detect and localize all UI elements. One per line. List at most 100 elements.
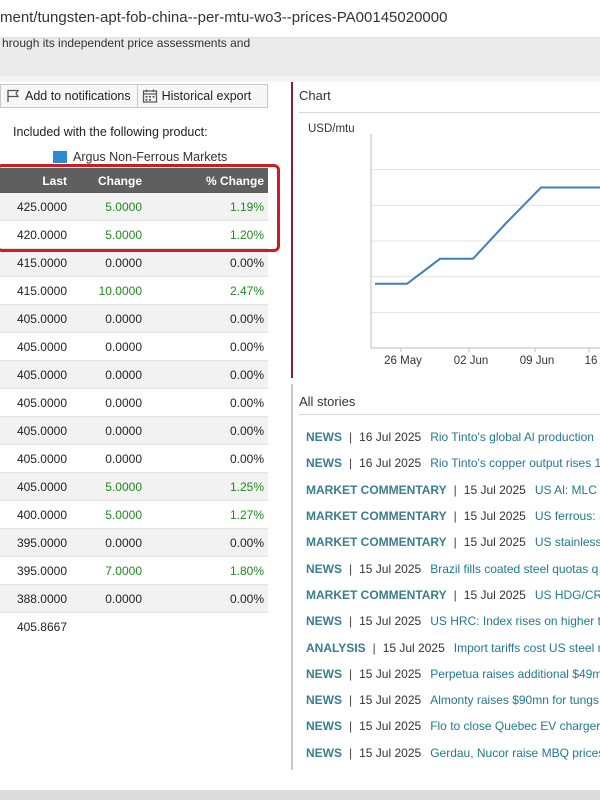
url-text[interactable]: ment/tungsten-apt-fob-china--per-mtu-wo3…: [0, 9, 448, 26]
flag-icon: [7, 89, 20, 102]
table-row[interactable]: 415.0000 10.0000 2.47%: [0, 277, 268, 305]
story-type[interactable]: NEWS: [306, 666, 342, 681]
story-date: 15 Jul 2025: [463, 535, 526, 550]
product-link[interactable]: Argus Non-Ferrous Markets: [53, 150, 227, 164]
taskbar-strip: [0, 790, 600, 800]
cell-pct-change: 1.80%: [229, 563, 264, 578]
story-headline[interactable]: US Al: MLC clip: [534, 482, 600, 497]
address-bar[interactable]: ment/tungsten-apt-fob-china--per-mtu-wo3…: [0, 0, 600, 38]
story-item[interactable]: NEWS | 15 Jul 2025 Brazil fills coated stee…: [306, 555, 600, 581]
highlight-annotation: [0, 164, 280, 252]
story-item[interactable]: NEWS | 15 Jul 2025 Flo to close Quebec EV c…: [306, 713, 600, 739]
story-headline[interactable]: US stainless: P: [534, 535, 600, 550]
story-headline[interactable]: Brazil fills coated steel quotas q: [430, 561, 599, 576]
table-row[interactable]: 405.8667: [0, 613, 268, 641]
price-chart[interactable]: 26 May 02 Jun 09 Jun 16: [299, 112, 600, 378]
header-last[interactable]: Last: [42, 173, 67, 188]
story-headline[interactable]: Almonty raises $90mn for tungs: [430, 693, 599, 708]
cell-change: 5.0000: [105, 507, 142, 522]
story-date: 15 Jul 2025: [359, 561, 422, 576]
story-separator: |: [349, 693, 353, 708]
cell-pct-change: 0.00%: [229, 255, 264, 270]
table-row[interactable]: 420.0000 5.0000 1.20%: [0, 221, 268, 249]
cell-pct-change: 0.00%: [229, 423, 264, 438]
story-type[interactable]: MARKET COMMENTARY: [306, 509, 447, 524]
price-toolbar: Add to notifications Historical export: [0, 84, 268, 108]
story-headline[interactable]: Import tariffs cost US steel m: [453, 640, 600, 655]
story-date: 15 Jul 2025: [463, 587, 526, 602]
table-row[interactable]: 405.0000 0.0000 0.00%: [0, 389, 268, 417]
table-row[interactable]: 400.0000 5.0000 1.27%: [0, 501, 268, 529]
story-item[interactable]: NEWS | 16 Jul 2025 Rio Tinto's copper outpu…: [306, 450, 600, 476]
story-headline[interactable]: Gerdau, Nucor raise MBQ prices: [430, 745, 600, 760]
table-row[interactable]: 405.0000 0.0000 0.00%: [0, 305, 268, 333]
story-headline[interactable]: Rio Tinto's copper output rises 1: [430, 456, 600, 471]
table-row[interactable]: 395.0000 0.0000 0.00%: [0, 529, 268, 557]
cell-last: 405.0000: [16, 423, 67, 438]
story-headline[interactable]: Flo to close Quebec EV charger: [430, 719, 600, 734]
table-row[interactable]: 405.0000 5.0000 1.25%: [0, 473, 268, 501]
story-item[interactable]: NEWS | 15 Jul 2025 US HRC: Index rises on h…: [306, 608, 600, 634]
table-row[interactable]: 405.0000 0.0000 0.00%: [0, 445, 268, 473]
story-item[interactable]: MARKET COMMENTARY | 15 Jul 2025 US ferrous:…: [306, 503, 600, 529]
story-item[interactable]: MARKET COMMENTARY | 15 Jul 2025 US HDG/CRC:: [306, 582, 600, 608]
story-date: 15 Jul 2025: [359, 614, 422, 629]
historical-export-button[interactable]: Historical export: [136, 85, 258, 107]
story-separator: |: [349, 719, 353, 734]
story-date: 16 Jul 2025: [359, 456, 422, 471]
header-change[interactable]: Change: [97, 173, 142, 188]
x-tick-label: 26 May: [384, 355, 422, 367]
story-headline[interactable]: US HDG/CRC:: [534, 587, 600, 602]
story-date: 15 Jul 2025: [463, 509, 526, 524]
story-separator: |: [349, 666, 353, 681]
story-item[interactable]: NEWS | 15 Jul 2025 Gerdau, Nucor raise MBQ …: [306, 740, 600, 766]
story-item[interactable]: MARKET COMMENTARY | 15 Jul 2025 US stainles…: [306, 529, 600, 555]
cell-last: 425.0000: [16, 199, 67, 214]
story-type[interactable]: NEWS: [306, 693, 342, 708]
table-row[interactable]: 388.0000 0.0000 0.00%: [0, 585, 268, 613]
cell-pct-change: 2.47%: [229, 283, 264, 298]
story-item[interactable]: NEWS | 16 Jul 2025 Rio Tinto's global Al pr…: [306, 424, 600, 450]
story-type[interactable]: ANALYSIS: [306, 640, 366, 655]
story-type[interactable]: MARKET COMMENTARY: [306, 482, 447, 497]
table-row[interactable]: 425.0000 5.0000 1.19%: [0, 193, 268, 221]
story-item[interactable]: NEWS | 15 Jul 2025 Almonty raises $90mn for…: [306, 687, 600, 713]
x-tick-label: 02 Jun: [454, 355, 489, 367]
story-type[interactable]: NEWS: [306, 745, 342, 760]
story-headline[interactable]: US ferrous: Ste: [534, 509, 600, 524]
header-pct-change[interactable]: % Change: [205, 173, 264, 188]
table-row[interactable]: 405.0000 0.0000 0.00%: [0, 333, 268, 361]
table-row[interactable]: 395.0000 7.0000 1.80%: [0, 557, 268, 585]
table-row[interactable]: 415.0000 0.0000 0.00%: [0, 249, 268, 277]
panel-divider-lower: [291, 384, 293, 770]
story-headline[interactable]: US HRC: Index rises on higher tr: [430, 614, 600, 629]
story-headline[interactable]: Rio Tinto's global Al production: [430, 430, 594, 445]
product-name[interactable]: Argus Non-Ferrous Markets: [73, 150, 228, 164]
story-type[interactable]: NEWS: [306, 456, 342, 471]
cell-pct-change: 1.25%: [229, 479, 264, 494]
add-to-notifications-button[interactable]: Add to notifications: [1, 85, 137, 107]
story-type[interactable]: MARKET COMMENTARY: [306, 535, 447, 550]
cell-change: 0.0000: [105, 255, 142, 270]
story-type[interactable]: NEWS: [306, 614, 342, 629]
cell-last: 405.8667: [16, 620, 67, 634]
cell-last: 405.0000: [16, 339, 67, 354]
cell-pct-change: 0.00%: [229, 367, 264, 382]
story-date: 15 Jul 2025: [359, 745, 422, 760]
story-headline[interactable]: Perpetua raises additional $49m: [430, 666, 600, 681]
table-row[interactable]: 405.0000 0.0000 0.00%: [0, 417, 268, 445]
story-type[interactable]: NEWS: [306, 430, 342, 445]
cell-change: 10.0000: [98, 283, 142, 298]
story-type[interactable]: NEWS: [306, 561, 342, 576]
story-item[interactable]: ANALYSIS | 15 Jul 2025 Import tariffs cost …: [306, 634, 600, 660]
story-type[interactable]: NEWS: [306, 719, 342, 734]
cell-last: 405.0000: [16, 367, 67, 382]
price-series-line[interactable]: [375, 186, 600, 285]
story-item[interactable]: NEWS | 15 Jul 2025 Perpetua raises addition…: [306, 661, 600, 687]
story-item[interactable]: MARKET COMMENTARY | 15 Jul 2025 US Al: MLC …: [306, 477, 600, 503]
story-type[interactable]: MARKET COMMENTARY: [306, 587, 447, 602]
cell-change: 0.0000: [105, 339, 142, 354]
product-color-swatch: [53, 151, 67, 163]
table-row[interactable]: 405.0000 0.0000 0.00%: [0, 361, 268, 389]
price-table: Last Change % Change 425.0000 5.0000 1.19%…: [0, 168, 268, 641]
